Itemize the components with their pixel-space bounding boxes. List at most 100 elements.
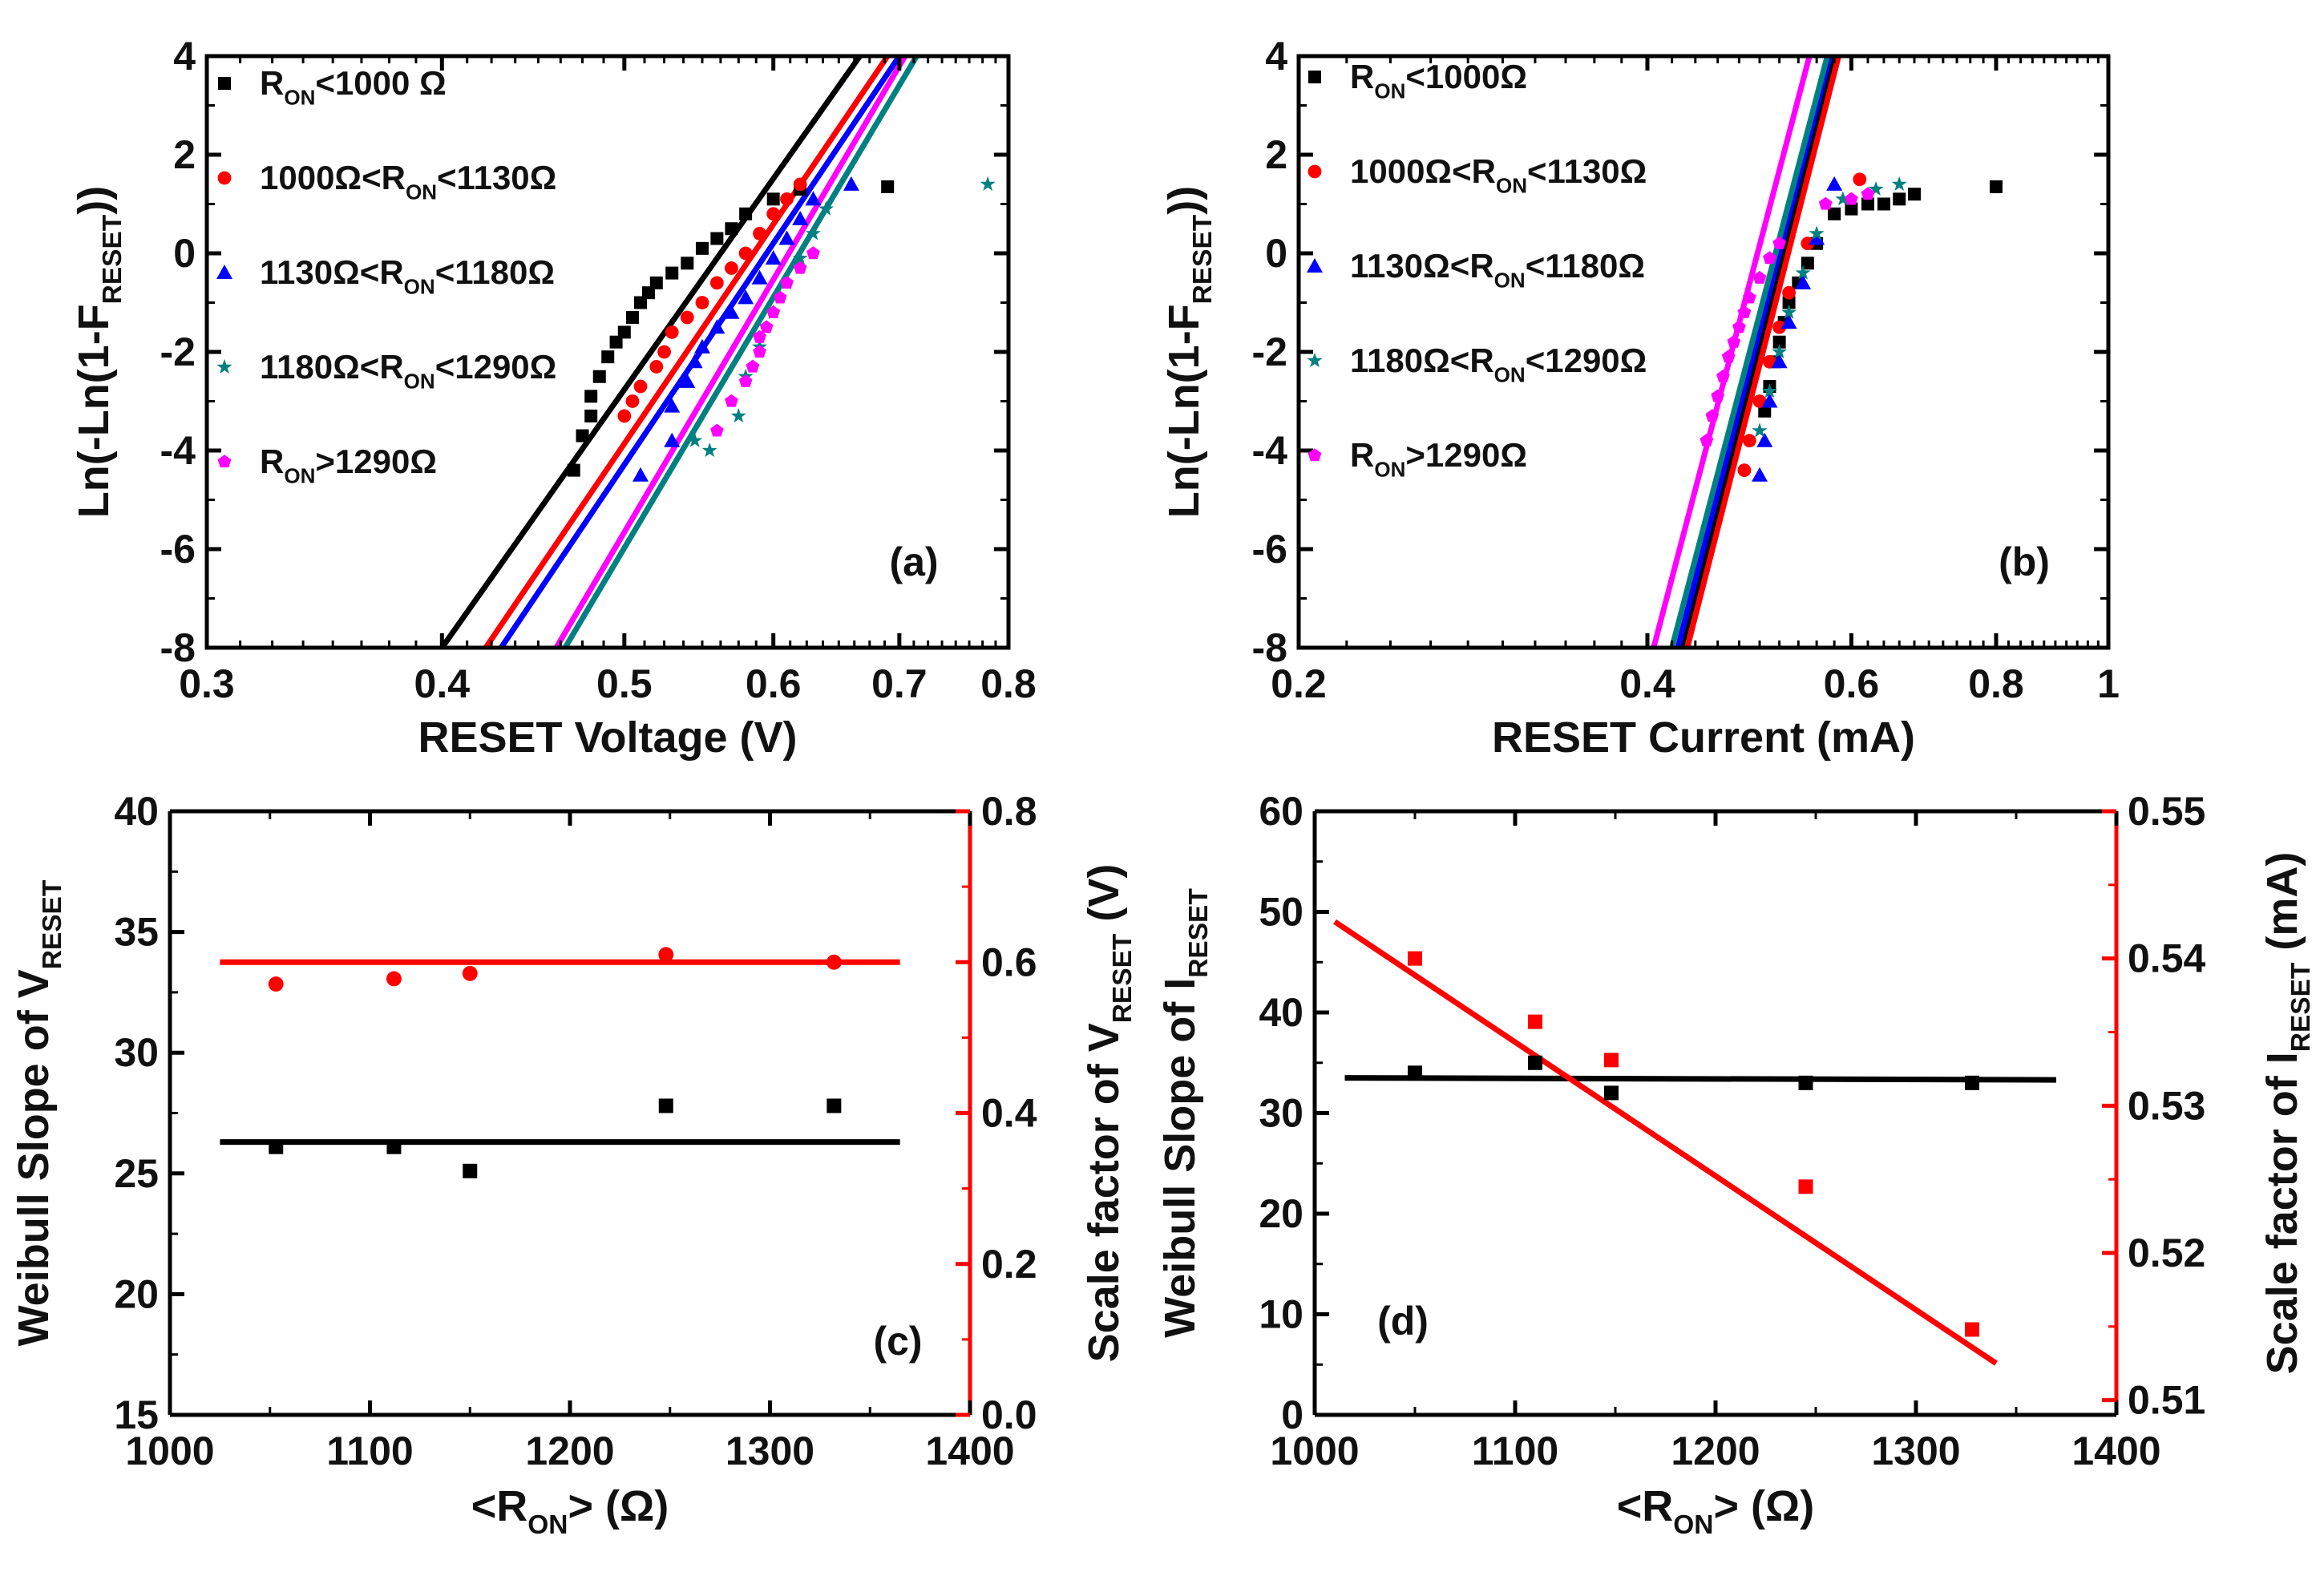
legend-label-b-4-main: R	[1350, 436, 1374, 474]
point-a-2-13	[805, 191, 822, 206]
point-b-4-9	[1752, 270, 1767, 284]
point-a-0-17	[739, 207, 753, 220]
legend-label-b-2-tail: <1180Ω	[1526, 247, 1645, 285]
legend-label-a-3-sub: ON	[404, 370, 435, 394]
point-a-4-2	[738, 374, 753, 387]
x-tick-label-c-2: 1200	[525, 1429, 614, 1473]
point-a-0-0	[567, 463, 580, 477]
panel-a-weibull-reset-voltage: 0.3 0.4 0.5 0.6 0.7 0.8 -8 -6 -4 -2 0 2 4 RESET Volta…	[70, 34, 1037, 762]
point-b-1-0	[1737, 463, 1752, 477]
point-b-0-13	[1893, 192, 1906, 206]
plot-area-a	[439, 56, 996, 648]
point-a-4-10	[793, 261, 807, 274]
point-d-1-2	[1604, 1053, 1619, 1068]
point-d-0-3	[1798, 1075, 1813, 1090]
point-a-2-5	[693, 338, 710, 354]
x-tick-label-d-2: 1200	[1671, 1429, 1760, 1473]
left-y-tick-label-d-4: 40	[1259, 990, 1303, 1035]
left-y-tick-label-c-1: 20	[114, 1271, 159, 1316]
point-a-1-8	[709, 276, 724, 290]
point-a-2-12	[792, 210, 809, 225]
left-y-tick-label-d-0: 0	[1281, 1392, 1303, 1437]
legend-label-b-0: RON<1000Ω	[1350, 58, 1527, 103]
point-a-2-2	[664, 398, 681, 413]
point-b-3-1	[1761, 383, 1777, 398]
point-b-2-2	[1761, 393, 1778, 408]
right-y-axis-title-c-main: Scale factor of V	[1080, 1023, 1128, 1362]
right-y-tick-label-d-1: 0.52	[2128, 1231, 2205, 1275]
legend-label-a-1: 1000Ω<RON<1130Ω	[260, 159, 556, 204]
legend-marker-b-0	[1308, 71, 1321, 83]
point-b-0-10	[1845, 202, 1858, 216]
x-tick-label-c-3: 1300	[725, 1429, 814, 1473]
x-axis-title-d-main: <R	[1617, 1482, 1674, 1530]
point-a-1-6	[680, 310, 694, 325]
point-b-3-3	[1781, 304, 1797, 319]
left-y-tick-label-d-5: 50	[1259, 890, 1303, 935]
fit-line-d-0	[1344, 1075, 2057, 1083]
point-a-0-3	[584, 390, 598, 403]
point-a-2-10	[765, 250, 782, 265]
fit-line-a-3	[562, 56, 919, 648]
point-a-1-11	[753, 227, 766, 240]
fit-line-a-0	[439, 56, 863, 648]
point-a-3-0	[687, 432, 703, 447]
x-axis-title-c: <RON> (Ω)	[471, 1482, 669, 1540]
legend-label-a-2: 1130Ω<RON<1180Ω	[260, 253, 555, 299]
legend-marker-a-1	[217, 171, 232, 185]
point-b-1-2	[1752, 394, 1767, 408]
point-a-0-16	[725, 222, 738, 236]
x-axis-title-b: RESET Current (mA)	[1492, 713, 1915, 762]
point-b-4-7	[1737, 305, 1752, 318]
point-b-4-12	[1818, 196, 1833, 210]
point-b-0-9	[1828, 207, 1841, 220]
right-y-axis-title-d-main: Scale factor of I	[2258, 1052, 2306, 1374]
point-b-0-15	[1989, 180, 2003, 193]
y-axis-title-a-sub: RESET	[98, 214, 127, 304]
point-a-3-9	[818, 200, 834, 216]
point-b-4-2	[1711, 389, 1725, 402]
x-tick-label-c-4: 1400	[925, 1429, 1014, 1473]
left-y-axis-title-c: Weibull Slope of VRESET	[10, 879, 67, 1346]
y-axis-title-b: Ln(-Ln(1-FRESET))	[1160, 186, 1218, 518]
point-a-3-7	[792, 250, 808, 265]
legend-label-a-4-sub: ON	[284, 464, 315, 488]
point-a-0-6	[609, 335, 623, 349]
plot-area-b	[1651, 56, 2003, 648]
x-tick-label-a-4: 0.7	[871, 661, 928, 706]
point-c-1-2	[462, 965, 478, 981]
point-a-3-8	[805, 225, 821, 240]
x-axis-title-a: RESET Voltage (V)	[418, 713, 797, 762]
legend-label-a-0-sub: ON	[284, 86, 315, 110]
left-y-axis-title-d-main: Weibull Slope of I	[1156, 978, 1204, 1338]
point-a-4-3	[746, 359, 760, 373]
point-b-4-3	[1716, 369, 1730, 382]
point-a-2-11	[778, 230, 795, 245]
point-a-0-7	[617, 325, 631, 339]
point-a-1-3	[649, 360, 664, 374]
left-y-tick-label-c-4: 35	[114, 910, 159, 955]
point-b-2-5	[1795, 274, 1812, 289]
right-y-axis-title-c: Scale factor of VRESET (V)	[1080, 864, 1138, 1363]
fit-line-b-4	[1651, 56, 1813, 648]
point-a-0-5	[601, 350, 615, 364]
point-b-2-0	[1752, 467, 1768, 482]
legend-label-a-3: 1180Ω<RON<1290Ω	[260, 348, 556, 394]
left-y-axis-title-c-main: Weibull Slope of V	[10, 969, 58, 1346]
left-y-tick-label-d-2: 20	[1259, 1191, 1303, 1236]
point-a-0-10	[641, 286, 655, 300]
point-a-3-2	[730, 408, 746, 422]
point-b-3-4	[1795, 265, 1811, 280]
legend-label-b-2: 1130Ω<RON<1180Ω	[1350, 247, 1645, 293]
panel-b-weibull-reset-current: 0.2 0.4 0.6 0.8 1 -8 -6 -4 -2 0 2 4 RESET Current (m…	[1160, 34, 2120, 762]
point-a-0-8	[625, 310, 639, 324]
x-tick-label-a-5: 0.8	[980, 661, 1037, 706]
point-a-4-7	[766, 305, 781, 318]
point-a-0-12	[665, 266, 679, 280]
legend-label-a-0-main: R	[260, 64, 284, 102]
left-y-tick-label-c-0: 15	[114, 1392, 159, 1437]
left-y-tick-label-c-2: 25	[114, 1151, 159, 1196]
x-tick-label-c-1: 1100	[326, 1429, 413, 1473]
point-b-2-1	[1756, 432, 1773, 447]
legend-label-b-1-main: 1000Ω<R	[1350, 152, 1496, 190]
